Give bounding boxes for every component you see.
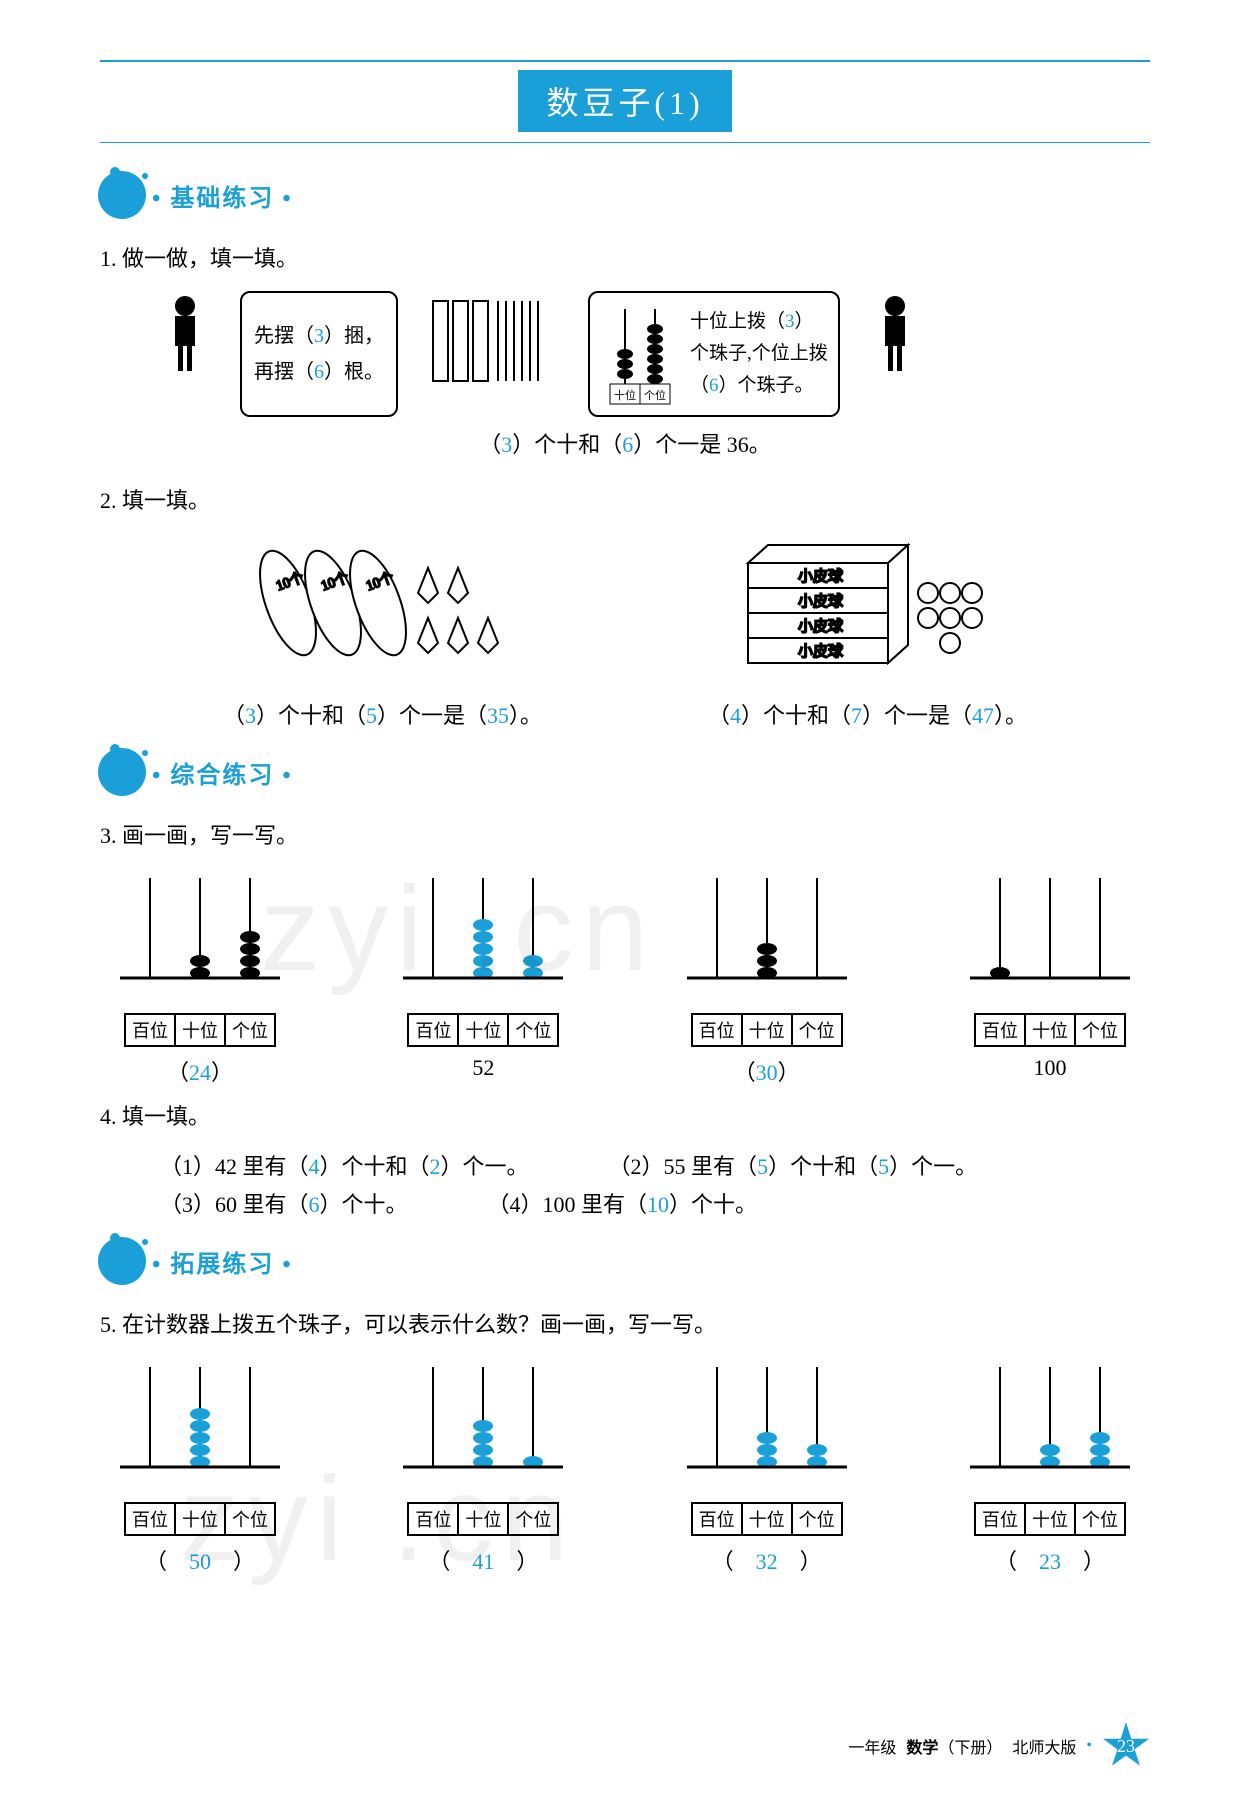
svg-text:十位: 十位: [614, 388, 636, 402]
q2-right: 小皮球 小皮球 小皮球 小皮球 （4）个十和（7）个一是（47）。: [708, 533, 1027, 730]
svg-text:小皮球: 小皮球: [798, 593, 843, 610]
q1-center-a1: 3: [501, 432, 512, 457]
child-figure-left: [160, 291, 210, 381]
footer: 一年级 数学（下册） 北师大版 • 23: [848, 1722, 1150, 1770]
page-title: 数豆子(1): [518, 70, 731, 132]
q1-left-box: 先摆（3）捆， 再摆（6）根。: [240, 291, 398, 417]
q4-row: （1）42 里有（4）个十和（2）个一。（2）55 里有（5）个十和（5）个一。: [160, 1149, 1150, 1181]
section-ext: 拓展练习: [100, 1239, 1150, 1283]
section-comp-label: 综合练习: [152, 755, 293, 790]
svg-text:小皮球: 小皮球: [798, 568, 843, 585]
svg-text:小皮球: 小皮球: [798, 618, 843, 635]
q3-row: 百位十位个位（24） 百位十位个位52 百位十位个位（30） 百位十位个位100: [110, 868, 1140, 1087]
section-basic: 基础练习: [100, 173, 1150, 217]
abacus-icon: 十位 个位: [600, 299, 680, 409]
abacus-q3-0: 百位十位个位（24）: [110, 868, 290, 1087]
q1-center-a2: 6: [622, 432, 633, 457]
q2-left: 10个 10个 10个 （3）个十和（5）个一是（35）。: [223, 533, 542, 730]
section-ext-label: 拓展练习: [152, 1244, 293, 1279]
q1-center: （3）个十和（6）个一是 36。: [100, 427, 1150, 459]
q1-row: 先摆（3）捆， 再摆（6）根。 十位 个位 十位上拨（3） 个珠子,个位上拨 （…: [160, 291, 1150, 417]
q1-right-box: 十位 个位 十位上拨（3） 个珠子,个位上拨 （6）个珠子。: [588, 291, 840, 417]
footer-grade: 一年级: [848, 1734, 896, 1758]
abacus-q5-3: 百位十位个位（ 23 ）: [960, 1357, 1140, 1576]
section-comp: 综合练习: [100, 750, 1150, 794]
sun-icon: [100, 1239, 144, 1283]
footer-edition: 北师大版: [1012, 1734, 1076, 1758]
q4-row: （3）60 里有（6）个十。（4）100 里有（10）个十。: [160, 1187, 1150, 1219]
q1-title: 1. 做一做，填一填。: [100, 241, 1150, 273]
sticks-figure: [428, 291, 558, 391]
q2-row: 10个 10个 10个 （3）个十和（5）个一是（35）。 小皮球 小皮球 小皮…: [140, 533, 1110, 730]
q1-left-a2: 6: [314, 361, 324, 383]
abacus-q5-0: 百位十位个位（ 50 ）: [110, 1357, 290, 1576]
abacus-q3-2: 百位十位个位（30）: [677, 868, 857, 1087]
shuttlecocks-figure: 10个 10个 10个: [253, 533, 513, 683]
svg-text:小皮球: 小皮球: [798, 643, 843, 660]
abacus-q3-1: 百位十位个位52: [393, 868, 573, 1087]
sun-icon: [100, 173, 144, 217]
box-balls-figure: 小皮球 小皮球 小皮球 小皮球: [738, 533, 998, 683]
q5-title: 5. 在计数器上拨五个珠子，可以表示什么数？画一画，写一写。: [100, 1307, 1150, 1339]
page-number-star: 23: [1102, 1722, 1150, 1770]
q3-title: 3. 画一画，写一写。: [100, 818, 1150, 850]
q4-title: 4. 填一填。: [100, 1099, 1150, 1131]
svg-text:个位: 个位: [644, 388, 666, 402]
under-rule: [100, 142, 1150, 143]
sun-icon: [100, 750, 144, 794]
abacus-q5-1: 百位十位个位（ 41 ）: [393, 1357, 573, 1576]
q1-right-a1: 3: [785, 311, 795, 332]
child-figure-right: [870, 291, 920, 381]
footer-subject: 数学: [906, 1740, 938, 1757]
q4-rows: （1）42 里有（4）个十和（2）个一。（2）55 里有（5）个十和（5）个一。…: [100, 1149, 1150, 1219]
title-wrap: 数豆子(1): [100, 70, 1150, 132]
abacus-q3-3: 百位十位个位100: [960, 868, 1140, 1087]
top-rule: [100, 60, 1150, 62]
q1-left-a1: 3: [314, 325, 324, 347]
q5-row: 百位十位个位（ 50 ） 百位十位个位（ 41 ） 百位十位个位（ 32 ） 百位十位…: [110, 1357, 1140, 1576]
q2-title: 2. 填一填。: [100, 483, 1150, 515]
abacus-q5-2: 百位十位个位（ 32 ）: [677, 1357, 857, 1576]
q1-right-a2: 6: [709, 375, 719, 396]
section-basic-label: 基础练习: [152, 178, 293, 213]
